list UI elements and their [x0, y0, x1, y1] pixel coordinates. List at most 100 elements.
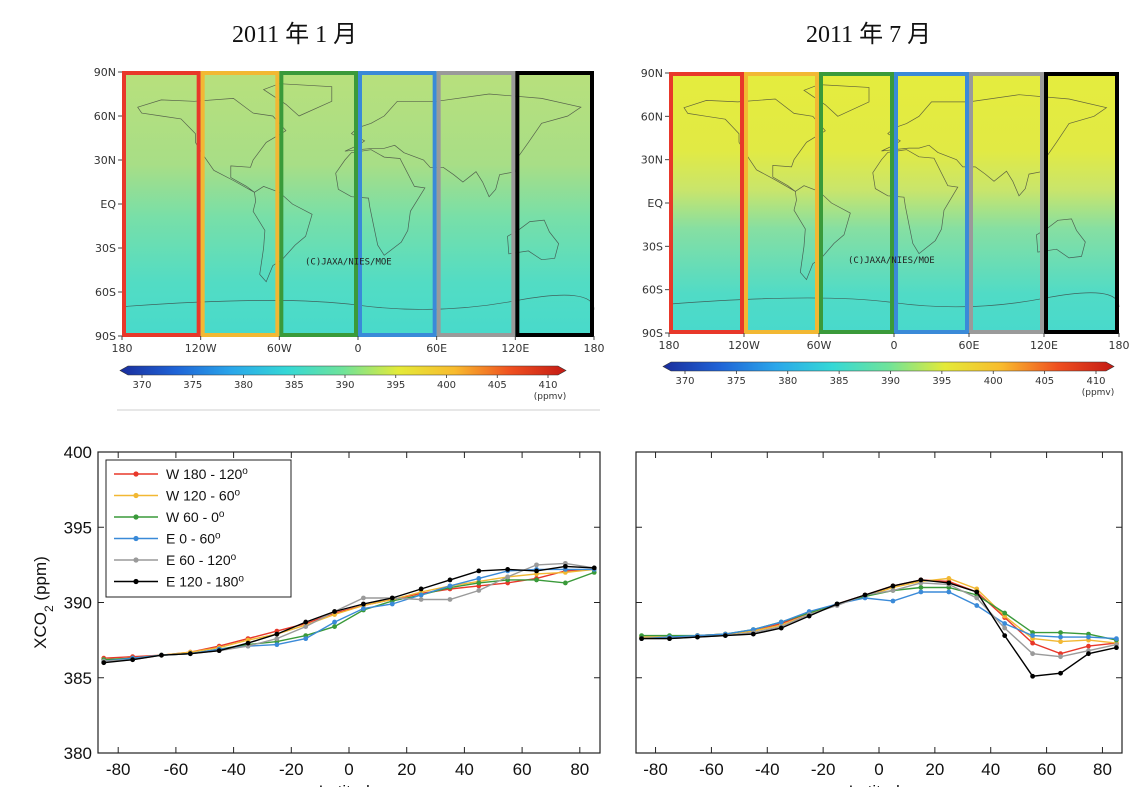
x-tick-label: -60 — [164, 760, 189, 779]
map-lat-label: 90S — [642, 327, 663, 340]
data-point — [476, 580, 482, 586]
data-point — [303, 636, 309, 642]
map-lon-label: 120W — [728, 339, 760, 352]
data-point — [274, 631, 280, 637]
y-tick-label: 395 — [64, 518, 92, 537]
data-point — [1002, 610, 1008, 616]
data-point — [750, 631, 756, 637]
data-point — [418, 592, 424, 598]
x-tick-label: 80 — [570, 760, 589, 779]
legend-entry: E 120 - 180o — [166, 573, 244, 590]
colorbar-july: 370 375 380 385 390 395 400 405 410(ppmv) — [662, 361, 1115, 398]
legend-entry: W 120 - 60o — [166, 487, 240, 504]
data-point — [862, 592, 868, 598]
data-point — [722, 633, 728, 639]
data-point — [946, 576, 952, 581]
colorbar-tick-label: 390 — [335, 380, 354, 391]
data-point — [361, 601, 366, 607]
map-lat-label: EQ — [647, 197, 663, 210]
colorbar-tick-label: 385 — [830, 376, 849, 387]
coastline — [507, 219, 559, 261]
x-axis-label: Latitude — [319, 782, 380, 787]
data-point — [534, 562, 539, 568]
x-tick-label: 0 — [344, 760, 353, 779]
data-point — [890, 583, 896, 589]
map-lon-label: 180 — [1109, 339, 1130, 352]
map-lat-label: 30S — [95, 242, 116, 255]
x-tick-label: -60 — [699, 760, 724, 779]
data-point — [1086, 634, 1091, 640]
region-box — [819, 72, 894, 334]
region-box — [200, 71, 280, 337]
legend-degree: o — [231, 552, 237, 563]
colorbar-tick-label: 400 — [437, 380, 456, 391]
legend-swatch-marker — [133, 492, 139, 499]
map-lon-label: 0 — [891, 339, 898, 352]
colorbar-january: 370 375 380 385 390 395 400 405 410(ppmv) — [119, 365, 567, 402]
y-axis-label: XCO2 (ppm) — [31, 556, 56, 649]
y-axis-label-main: XCO — [31, 612, 50, 649]
copyright-credit: (C)JAXA/NIES/MOE — [305, 258, 392, 268]
x-tick-label: -20 — [811, 760, 836, 779]
map-lon-label: 180 — [112, 342, 133, 355]
data-point — [778, 619, 784, 625]
plot-frame — [635, 451, 1123, 754]
data-point — [418, 597, 424, 602]
data-point — [667, 636, 672, 642]
data-point — [1002, 633, 1008, 639]
legend-degree: o — [238, 573, 244, 584]
map-lon-label: 180 — [584, 342, 605, 355]
x-tick-label: -20 — [279, 760, 304, 779]
data-point — [447, 583, 453, 589]
coastline — [1036, 218, 1086, 259]
map-lat-label: 90N — [94, 66, 116, 79]
data-point — [245, 640, 251, 646]
legend-entry-label: E 0 - 60 — [166, 531, 215, 547]
x-tick-label: 40 — [455, 760, 474, 779]
data-point — [476, 588, 482, 593]
data-point — [1030, 651, 1036, 657]
colorbar-tick-label: 370 — [675, 376, 694, 387]
region-box — [279, 71, 359, 337]
data-point — [1030, 640, 1036, 646]
map-lon-label: 180 — [659, 339, 680, 352]
map-lat-label: 60N — [641, 110, 663, 123]
y-axis-label-sub: 2 — [42, 605, 56, 612]
y-tick-label: 380 — [64, 744, 92, 763]
data-point — [1058, 630, 1063, 635]
data-point — [639, 636, 644, 642]
data-point — [890, 598, 896, 604]
data-point — [946, 589, 952, 595]
x-tick-label: 0 — [874, 760, 883, 779]
colorbar-tick-label: 390 — [881, 376, 900, 387]
data-point — [1114, 636, 1119, 642]
coastline-antarctica — [668, 292, 1120, 308]
map-lat-label: 30N — [641, 154, 663, 167]
data-point — [562, 563, 568, 569]
data-point — [447, 577, 453, 583]
y-axis-label-unit: (ppm) — [31, 556, 50, 605]
x-tick-label: 60 — [1037, 760, 1056, 779]
map-lon-label: 60E — [959, 339, 980, 352]
data-point — [918, 589, 924, 595]
map-lat-label: EQ — [100, 198, 116, 211]
legend-swatch-marker — [133, 471, 139, 477]
data-point — [1058, 654, 1063, 660]
colorbar-bar — [662, 361, 1115, 372]
data-point — [974, 595, 980, 601]
data-point — [1086, 643, 1091, 649]
data-point — [1002, 625, 1008, 631]
data-point — [1114, 645, 1119, 651]
series-line — [103, 568, 595, 661]
x-tick-label: -40 — [755, 760, 780, 779]
data-point — [389, 595, 395, 601]
chart-panel: -80 -60 -40 -20 0 20 40 60 80 380 385 390 395 400 Lati… — [31, 443, 601, 787]
x-tick-label: -40 — [221, 760, 246, 779]
data-point — [332, 624, 337, 629]
data-point — [361, 606, 366, 611]
data-point — [695, 634, 700, 640]
map-lon-label: 60W — [267, 342, 292, 355]
data-point — [418, 586, 424, 592]
region-box — [894, 72, 969, 334]
